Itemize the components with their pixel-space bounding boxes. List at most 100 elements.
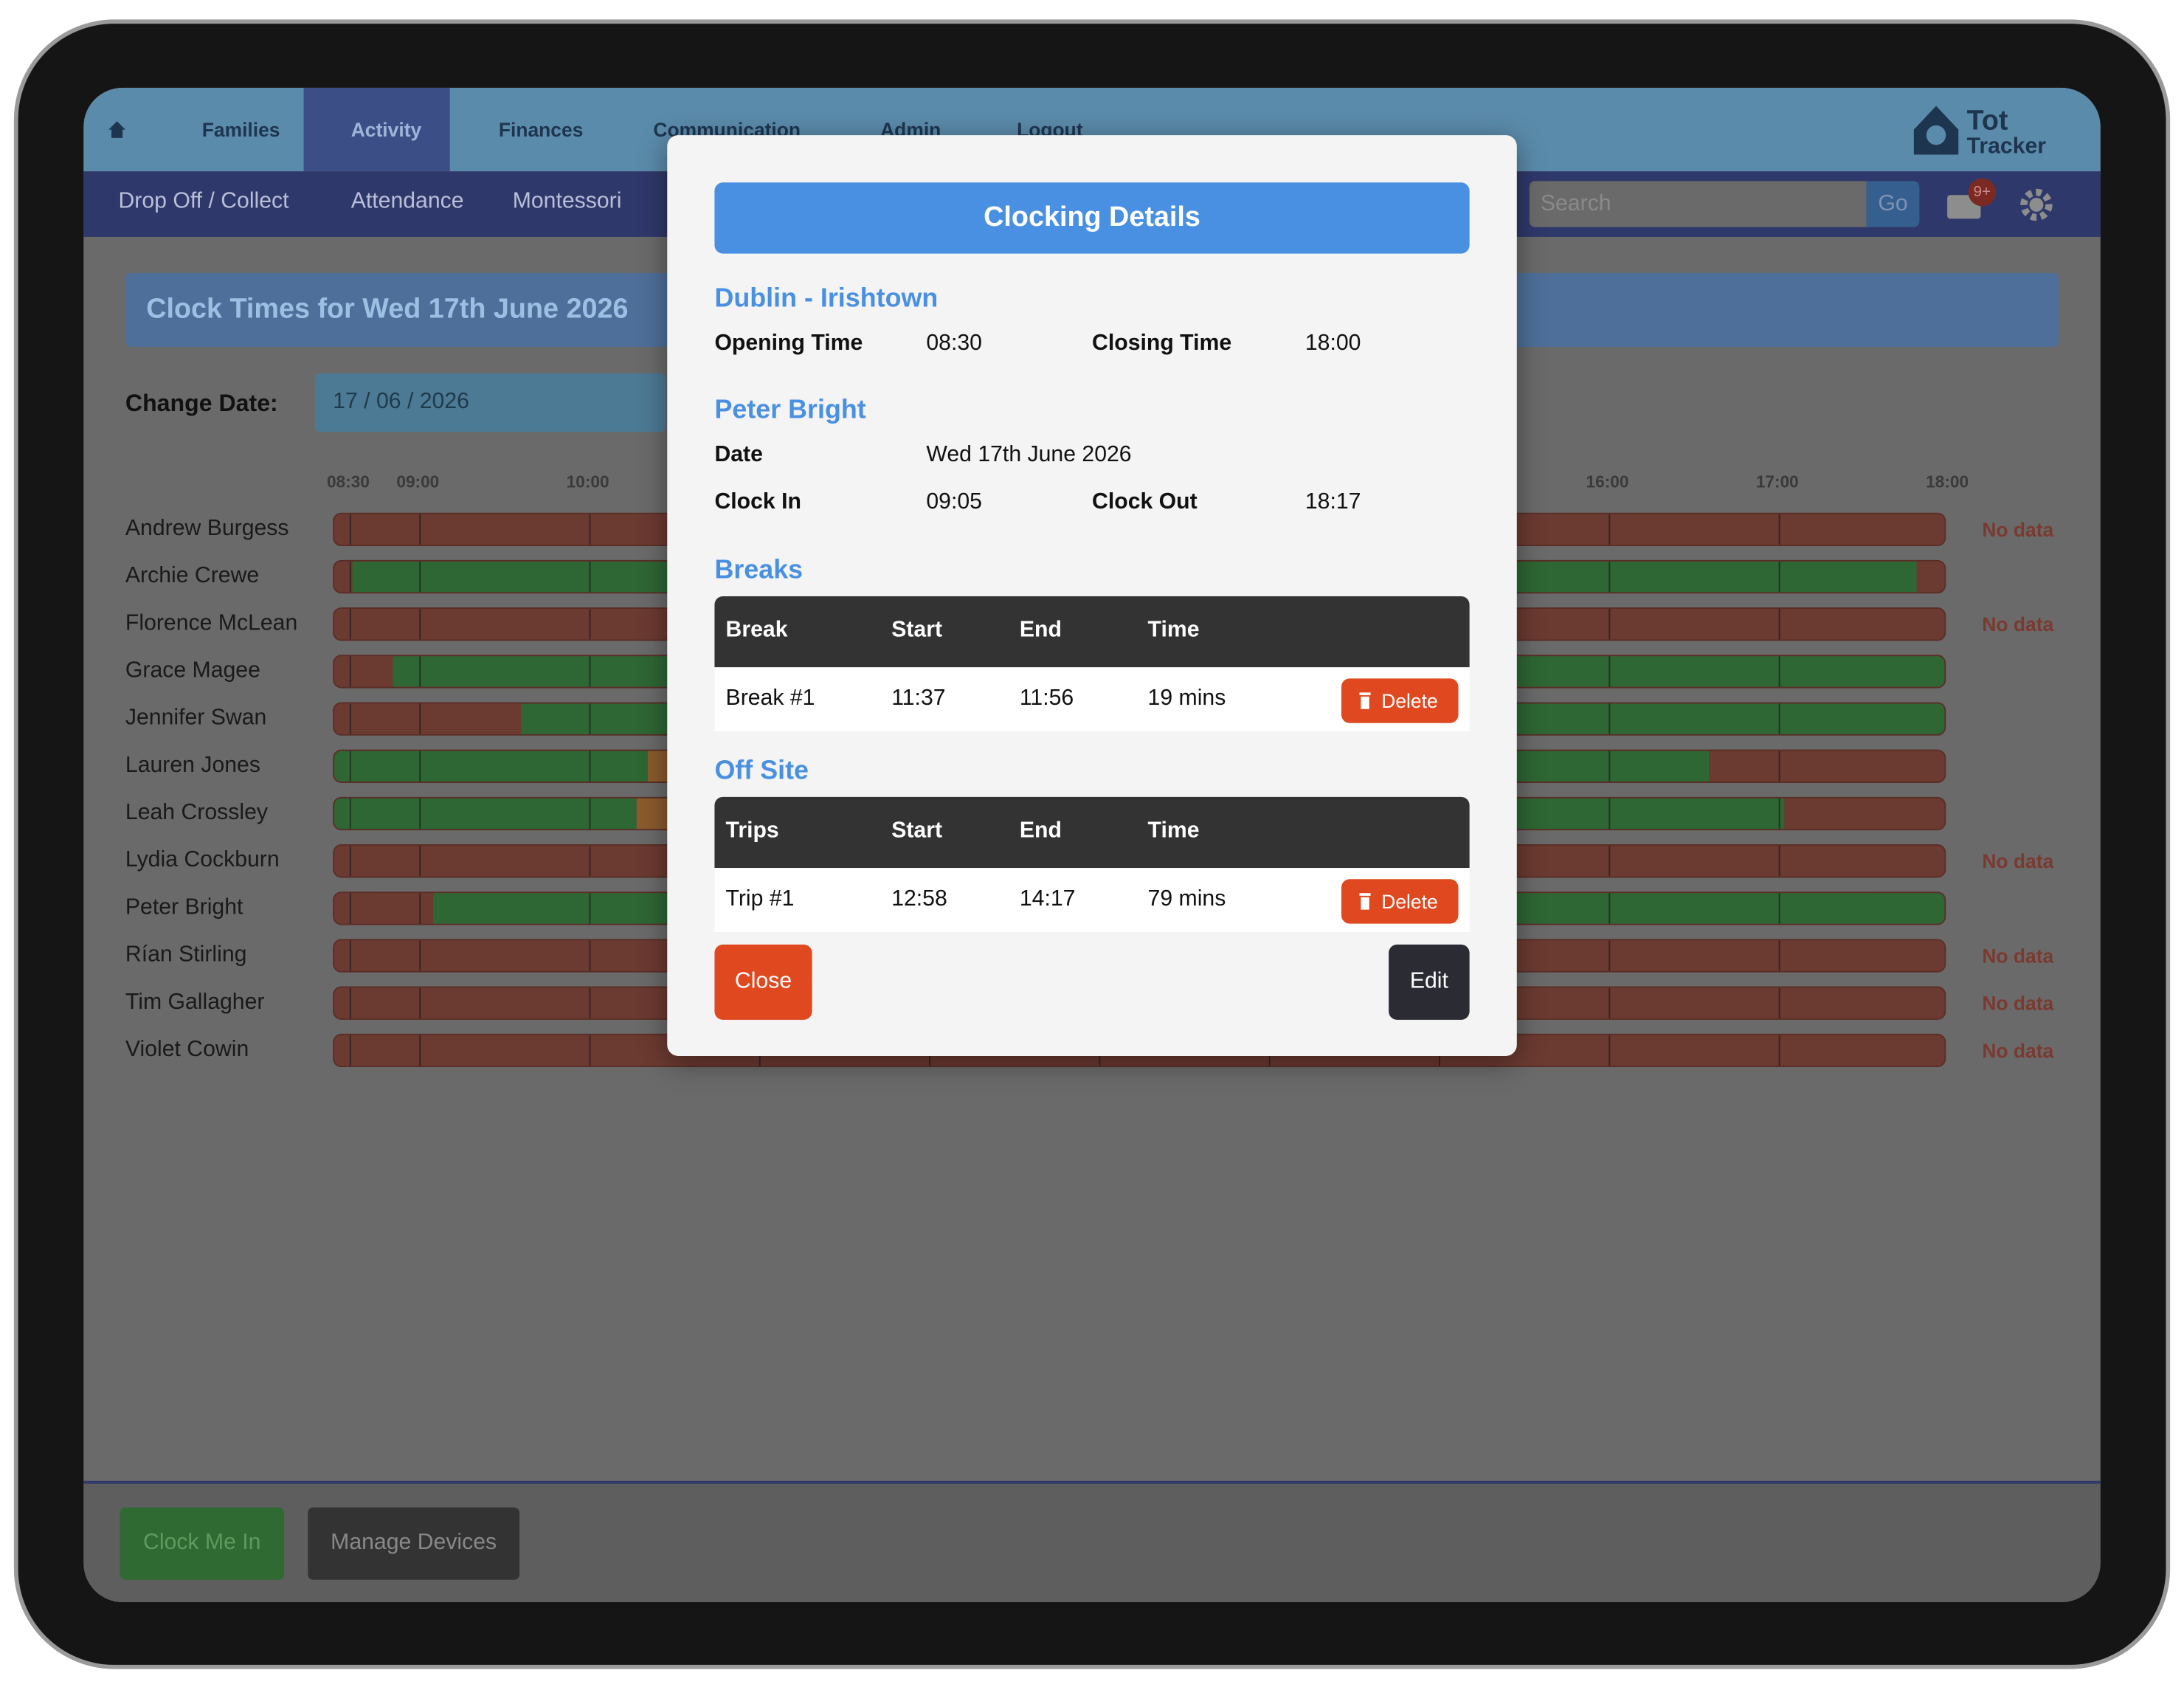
value: 08:30: [926, 331, 982, 356]
section-title: Peter Bright: [714, 396, 866, 425]
table-header-cell: End: [1019, 819, 1062, 844]
nav-item[interactable]: Finances: [498, 118, 584, 141]
timeline-hour-line: [419, 893, 421, 924]
timeline-hour-line: [589, 514, 591, 545]
staff-name[interactable]: Tim Gallagher: [125, 990, 265, 1015]
staff-name[interactable]: Jennifer Swan: [125, 706, 267, 731]
table-cell: 11:56: [1019, 686, 1074, 711]
sub-nav-item[interactable]: Drop Off / Collect: [118, 189, 289, 213]
table-cell: 79 mins: [1147, 887, 1226, 911]
clock-in-button[interactable]: Clock Me In: [120, 1507, 285, 1580]
timeline-hour-line: [419, 1035, 421, 1066]
timeline-hour-line: [1778, 893, 1780, 924]
table-cell: 14:17: [1019, 887, 1076, 911]
staff-name[interactable]: Archie Crewe: [125, 564, 260, 588]
go-button[interactable]: Go: [1866, 181, 1920, 227]
manage-devices-button[interactable]: Manage Devices: [308, 1507, 520, 1580]
staff-name[interactable]: Peter Bright: [125, 895, 243, 920]
timeline-segment: [334, 561, 353, 593]
staff-name[interactable]: Grace Magee: [125, 658, 260, 683]
value: 18:00: [1304, 331, 1361, 356]
staff-name[interactable]: Leah Crossley: [125, 801, 268, 825]
badge: 9+: [1968, 178, 1997, 207]
timeline-hour-line: [1608, 893, 1611, 924]
timeline-hour-line: [419, 561, 421, 593]
time-tick-label: 08:30: [326, 472, 370, 492]
nav-item[interactable]: Families: [201, 118, 280, 141]
table-header-cell: Time: [1147, 618, 1200, 643]
delete-button[interactable]: Delete: [1341, 879, 1459, 924]
timeline-hour-line: [1608, 656, 1611, 687]
timeline-hour-line: [1608, 1035, 1611, 1066]
timeline-segment: [1784, 798, 1945, 830]
timeline-segment: [334, 656, 393, 687]
modal-title: Clocking Details: [714, 182, 1470, 254]
sub-nav-item[interactable]: Montessori: [512, 189, 622, 213]
timeline-hour-line: [349, 1035, 351, 1066]
timeline-hour-line: [1778, 608, 1780, 640]
sub-nav-item[interactable]: Attendance: [350, 189, 464, 213]
timeline-hour-line: [349, 514, 351, 545]
timeline-hour-line: [419, 987, 421, 1018]
timeline-hour-line: [349, 751, 351, 782]
value: Wed 17th June 2026: [926, 443, 1132, 467]
time-tick-label: 17:00: [1755, 472, 1799, 492]
timeline-hour-line: [1778, 561, 1780, 593]
no-data-label: No data: [1982, 849, 2054, 872]
search-input[interactable]: Search: [1529, 181, 1867, 227]
table-header: [714, 596, 1470, 668]
close-button[interactable]: Close: [714, 944, 812, 1020]
table-cell: 19 mins: [1147, 686, 1226, 711]
staff-name[interactable]: Andrew Burgess: [125, 517, 289, 541]
timeline-hour-line: [419, 703, 421, 734]
value: 18:17: [1304, 490, 1361, 514]
delete-button[interactable]: Delete: [1341, 678, 1459, 723]
logo-text: Tracker: [1966, 135, 2047, 159]
timeline-hour-line: [349, 561, 351, 593]
table-header-cell: Start: [891, 819, 943, 844]
no-data-label: No data: [1982, 518, 2054, 541]
footer-divider: [83, 1480, 2101, 1484]
timeline-hour-line: [1608, 845, 1611, 877]
date-input[interactable]: 17 / 06 / 2026: [314, 373, 666, 432]
table-cell: Break #1: [725, 686, 815, 711]
no-data-label: No data: [1982, 992, 2054, 1015]
timeline-hour-line: [1608, 751, 1611, 782]
timeline-segment: [1709, 751, 1945, 782]
staff-name[interactable]: Rían Stirling: [125, 943, 247, 968]
staff-name[interactable]: Lauren Jones: [125, 753, 260, 778]
timeline-hour-line: [1778, 987, 1780, 1018]
settings-icon[interactable]: [2019, 188, 2053, 221]
timeline-hour-line: [589, 845, 591, 877]
timeline-hour-line: [1778, 940, 1780, 971]
timeline-hour-line: [419, 798, 421, 830]
timeline-hour-line: [349, 893, 351, 924]
timeline-hour-line: [1778, 798, 1780, 830]
time-tick-label: 09:00: [396, 472, 440, 492]
edit-button[interactable]: Edit: [1389, 944, 1470, 1020]
table-header-cell: End: [1019, 618, 1062, 643]
timeline-segment: [334, 798, 637, 830]
timeline-hour-line: [349, 608, 351, 640]
timeline-segment: [647, 751, 671, 782]
home-icon[interactable]: [107, 120, 126, 139]
timeline-hour-line: [1608, 703, 1611, 734]
timeline-hour-line: [419, 940, 421, 971]
modal: Clocking Details Dublin - Irishtown Open…: [667, 135, 1517, 1056]
timeline-hour-line: [419, 845, 421, 877]
date-label: Change Date:: [125, 390, 278, 417]
timeline-hour-line: [589, 987, 591, 1018]
table-header-cell: Trips: [725, 819, 779, 844]
label: Opening Time: [714, 331, 863, 356]
timeline-hour-line: [419, 656, 421, 687]
timeline-segment: [334, 703, 522, 734]
nav-item[interactable]: Activity: [350, 118, 422, 141]
staff-name[interactable]: Violet Cowin: [125, 1038, 249, 1062]
staff-name[interactable]: Florence McLean: [125, 611, 298, 635]
timeline-hour-line: [349, 940, 351, 971]
staff-name[interactable]: Lydia Cockburn: [125, 848, 280, 872]
section-title: Off Site: [714, 756, 809, 786]
table-header-cell: Start: [891, 618, 943, 643]
no-data-label: No data: [1982, 944, 2054, 968]
